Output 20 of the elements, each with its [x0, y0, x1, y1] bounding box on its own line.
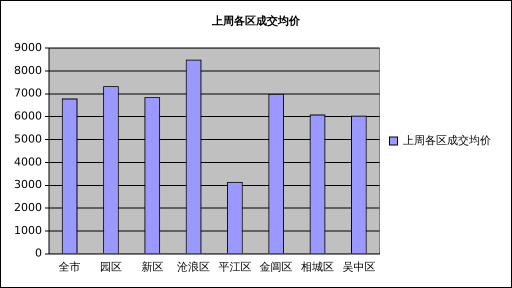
- chart-title: 上周各区成交均价: [211, 14, 301, 28]
- y-tick-label: 6000: [14, 110, 42, 123]
- y-tick-label: 3000: [14, 178, 42, 192]
- x-tick-label: 相城区: [301, 260, 334, 274]
- y-tick-label: 2000: [14, 200, 42, 214]
- legend-label: 上周各区成交均价: [403, 134, 491, 147]
- y-tick-label: 0: [34, 246, 42, 260]
- x-tick-label: 新区: [141, 260, 164, 274]
- x-tick-label: 金阊区: [260, 260, 293, 274]
- y-tick-label: 4000: [14, 155, 42, 168]
- y-tick-label: 8000: [14, 64, 42, 77]
- x-tick-label: 吴中区: [342, 260, 376, 274]
- y-tick-label: 5000: [14, 132, 42, 146]
- x-tick-label: 沧浪区: [177, 260, 210, 274]
- y-tick-label: 1000: [14, 224, 42, 237]
- x-tick-label: 平江区: [218, 260, 252, 274]
- x-tick-label: 全市: [58, 260, 81, 274]
- y-tick-label: 7000: [14, 86, 42, 100]
- y-tick-label: 9000: [14, 41, 42, 54]
- x-tick-label: 园区: [100, 260, 122, 274]
